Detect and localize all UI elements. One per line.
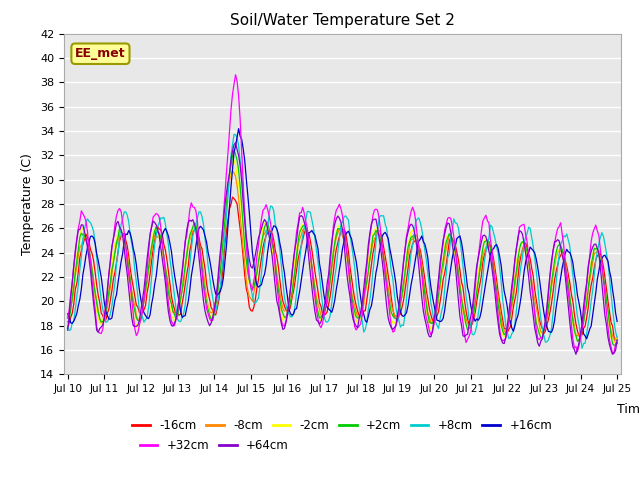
+8cm: [230, 132, 238, 137]
+32cm: [548, 262, 556, 268]
+2cm: [409, 234, 417, 240]
+32cm: [397, 295, 404, 300]
+2cm: [397, 302, 404, 308]
Line: -16cm: -16cm: [68, 197, 617, 344]
+64cm: [572, 351, 580, 357]
-2cm: [409, 228, 417, 233]
-16cm: [64, 325, 72, 331]
Line: +8cm: +8cm: [68, 134, 617, 348]
Y-axis label: Temperature (C): Temperature (C): [22, 153, 35, 255]
Line: +16cm: +16cm: [68, 129, 617, 339]
-2cm: [548, 276, 556, 282]
+8cm: [409, 242, 417, 248]
Line: -2cm: -2cm: [68, 160, 617, 342]
-16cm: [79, 241, 87, 247]
-16cm: [228, 194, 236, 200]
+8cm: [548, 325, 556, 331]
+16cm: [79, 271, 87, 277]
-2cm: [230, 157, 238, 163]
+32cm: [64, 315, 72, 321]
-2cm: [611, 339, 618, 345]
+2cm: [612, 343, 620, 348]
Line: -8cm: -8cm: [68, 171, 617, 339]
+64cm: [548, 258, 556, 264]
-8cm: [79, 238, 87, 244]
-2cm: [64, 314, 72, 320]
+8cm: [378, 213, 386, 219]
-2cm: [397, 303, 404, 309]
Legend: +32cm, +64cm: +32cm, +64cm: [135, 435, 294, 457]
-8cm: [166, 293, 174, 299]
+16cm: [397, 309, 404, 314]
+32cm: [232, 72, 239, 78]
Text: EE_met: EE_met: [75, 47, 126, 60]
-2cm: [79, 226, 87, 232]
+64cm: [409, 223, 417, 228]
+2cm: [64, 319, 72, 324]
+32cm: [166, 310, 174, 316]
+16cm: [235, 126, 243, 132]
-2cm: [613, 335, 621, 340]
-2cm: [166, 304, 174, 310]
+16cm: [166, 240, 174, 246]
+2cm: [166, 297, 174, 302]
+8cm: [64, 323, 72, 328]
+32cm: [79, 211, 87, 217]
-8cm: [397, 300, 404, 306]
Line: +64cm: +64cm: [68, 143, 617, 354]
+2cm: [613, 337, 621, 343]
-2cm: [378, 251, 386, 256]
+2cm: [548, 279, 556, 285]
-8cm: [228, 168, 236, 174]
+64cm: [166, 318, 174, 324]
+2cm: [230, 147, 238, 153]
+16cm: [409, 274, 417, 279]
-8cm: [548, 284, 556, 290]
+16cm: [64, 311, 72, 317]
Line: +32cm: +32cm: [68, 75, 617, 354]
-16cm: [613, 341, 621, 347]
+2cm: [378, 246, 386, 252]
+16cm: [548, 329, 556, 335]
-16cm: [397, 311, 404, 317]
+64cm: [378, 257, 386, 263]
+64cm: [79, 222, 87, 228]
-8cm: [409, 236, 417, 242]
+16cm: [378, 234, 386, 240]
+2cm: [79, 232, 87, 238]
+8cm: [397, 324, 404, 330]
+8cm: [613, 335, 621, 341]
+64cm: [232, 140, 239, 145]
+64cm: [397, 288, 404, 294]
-8cm: [611, 336, 618, 342]
Line: +2cm: +2cm: [68, 150, 617, 346]
-8cm: [64, 315, 72, 321]
+32cm: [613, 340, 621, 346]
+8cm: [166, 256, 174, 262]
-8cm: [378, 242, 386, 248]
-16cm: [409, 241, 417, 247]
+32cm: [609, 351, 616, 357]
+32cm: [409, 204, 417, 210]
-16cm: [378, 235, 386, 241]
+8cm: [578, 346, 586, 351]
+64cm: [64, 327, 72, 333]
+32cm: [378, 241, 386, 247]
+16cm: [583, 336, 591, 342]
-16cm: [548, 300, 556, 306]
X-axis label: Time: Time: [616, 403, 640, 416]
+8cm: [79, 235, 87, 241]
-16cm: [166, 281, 174, 287]
+64cm: [613, 337, 621, 343]
Title: Soil/Water Temperature Set 2: Soil/Water Temperature Set 2: [230, 13, 455, 28]
-8cm: [613, 334, 621, 340]
+16cm: [613, 319, 621, 324]
